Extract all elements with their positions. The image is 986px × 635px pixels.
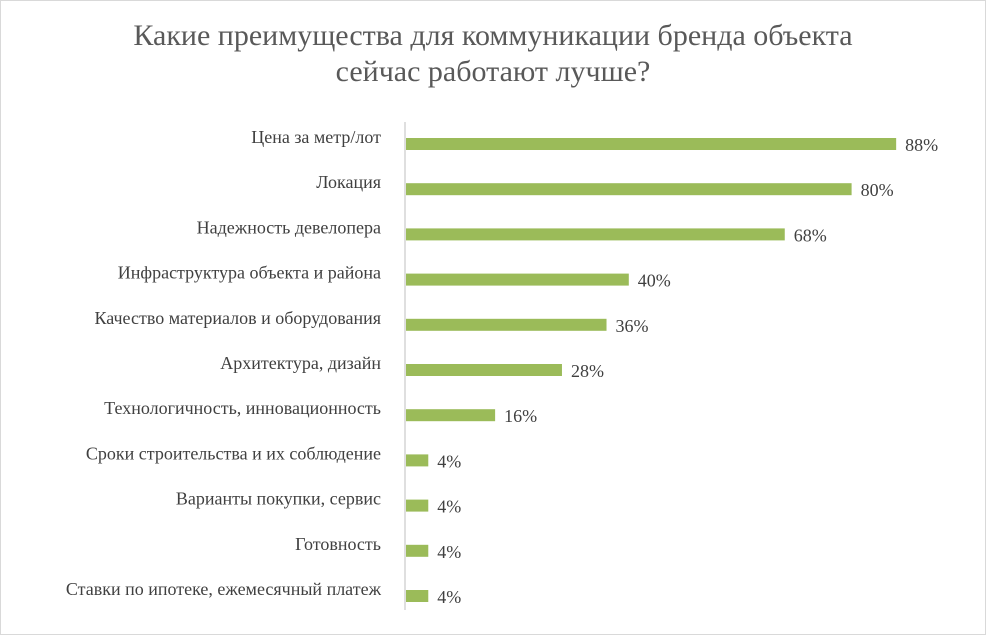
- bar: [406, 499, 429, 512]
- bar: [406, 138, 897, 150]
- bars: [406, 138, 897, 602]
- bar: [406, 409, 496, 422]
- category-label: Сроки строительства и их соблюдение: [86, 443, 381, 463]
- bar-value-label: 80%: [861, 180, 894, 200]
- category-labels: Цена за метр/лот Локация Надежность девело…: [66, 127, 382, 599]
- bar: [406, 318, 607, 331]
- bar: [406, 544, 429, 557]
- bar: [406, 183, 852, 196]
- category-label: Цена за метр/лот: [251, 127, 381, 147]
- chart-title-line-1: Какие преимущества для коммуникации брен…: [133, 19, 853, 52]
- bar-value-label: 16%: [504, 406, 537, 426]
- category-label: Готовность: [295, 534, 381, 554]
- category-label: Локация: [316, 172, 381, 192]
- category-label: Архитектура, дизайн: [220, 353, 381, 373]
- bar-value-label: 4%: [437, 451, 461, 471]
- bar-value-label: 28%: [571, 361, 604, 381]
- bar: [406, 590, 429, 602]
- category-label: Качество материалов и оборудования: [94, 308, 381, 328]
- bar-value-label: 40%: [638, 271, 671, 291]
- bar-value-label: 4%: [437, 497, 461, 517]
- bar-value-label: 4%: [437, 542, 461, 562]
- bar: [406, 273, 629, 286]
- bar-value-label: 88%: [905, 135, 938, 155]
- chart-title-line-2: сейчас работают лучше?: [335, 55, 651, 88]
- bar-value-label: 4%: [437, 587, 461, 607]
- chart-title: Какие преимущества для коммуникации брен…: [0, 18, 986, 90]
- category-label: Технологичность, инновационность: [104, 398, 381, 418]
- bar: [406, 364, 562, 376]
- category-label: Ставки по ипотеке, ежемесячный платеж: [66, 579, 382, 599]
- value-labels: 88% 80% 68% 40% 36% 28% 16% 4% 4% 4% 4%: [437, 135, 938, 607]
- bar-value-label: 36%: [616, 316, 649, 336]
- bar: [406, 454, 429, 467]
- bar: [406, 228, 785, 241]
- category-label: Надежность девелопера: [197, 217, 381, 237]
- category-label: Инфраструктура объекта и района: [118, 263, 381, 283]
- bar-value-label: 68%: [794, 225, 827, 245]
- category-label: Варианты покупки, сервис: [176, 489, 381, 509]
